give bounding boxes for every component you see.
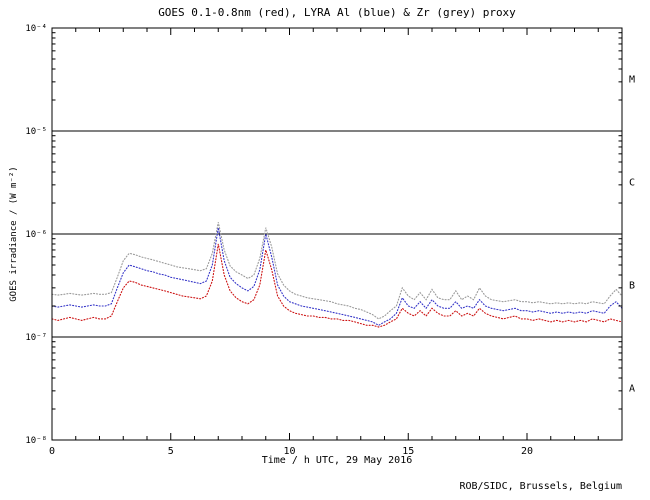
svg-text:10⁻⁴: 10⁻⁴ xyxy=(25,24,47,34)
svg-text:C: C xyxy=(629,178,635,189)
svg-text:5: 5 xyxy=(168,446,174,457)
svg-text:0: 0 xyxy=(49,446,55,457)
svg-text:A: A xyxy=(629,384,635,395)
svg-text:10⁻⁸: 10⁻⁸ xyxy=(25,436,47,446)
credit-text: ROB/SIDC, Brussels, Belgium xyxy=(459,481,622,492)
svg-text:10⁻⁵: 10⁻⁵ xyxy=(25,127,47,137)
svg-text:10⁻⁶: 10⁻⁶ xyxy=(25,230,47,240)
chart-title: GOES 0.1-0.8nm (red), LYRA Al (blue) & Z… xyxy=(158,6,516,19)
svg-text:10: 10 xyxy=(283,446,295,457)
svg-text:10⁻⁷: 10⁻⁷ xyxy=(25,333,47,343)
svg-text:M: M xyxy=(629,75,635,86)
svg-text:15: 15 xyxy=(402,446,414,457)
svg-text:B: B xyxy=(629,281,635,292)
svg-text:20: 20 xyxy=(521,446,533,457)
x-axis-label: Time / h UTC, 29 May 2016 xyxy=(261,455,413,466)
